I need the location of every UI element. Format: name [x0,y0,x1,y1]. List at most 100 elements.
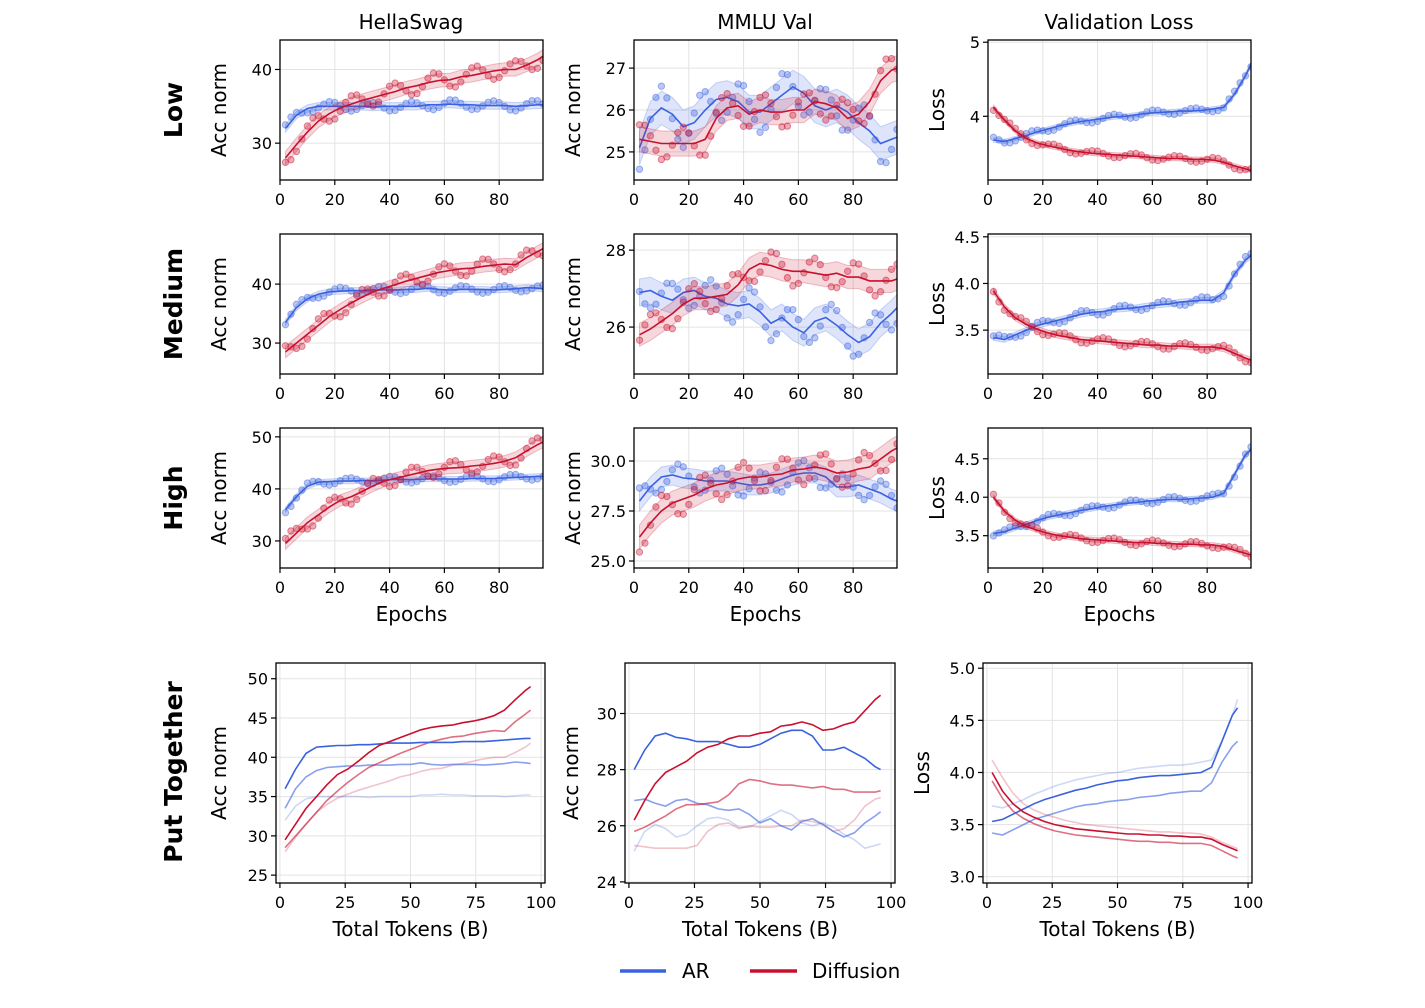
data-point-diffusion [641,539,649,547]
data-point-diffusion [500,67,509,75]
data-point-diffusion [989,490,998,499]
data-point-ar [876,477,885,485]
data-point-ar [833,475,841,483]
data-point-diffusion [314,315,323,323]
subplot-high-validation-loss: 0 20 40 60 80 3.5 4.0 4.5 Loss Epochs [925,427,1252,626]
x-tick-label: 0 [983,384,993,403]
data-point-ar [717,464,726,472]
series-line-ar [993,254,1251,341]
confidence-band-diffusion [993,286,1251,364]
data-point-diffusion [794,279,803,288]
data-point-diffusion [435,470,443,478]
data-point-diffusion [761,486,770,495]
data-point-diffusion [407,91,416,99]
x-tick-label: 100 [526,893,557,912]
data-point-diffusion [446,262,454,270]
x-axis-label: Epochs [376,602,448,626]
data-point-diffusion [761,257,770,265]
data-point-diffusion [772,112,781,121]
data-point-diffusion [657,491,666,500]
data-point-diffusion [794,476,803,484]
y-axis-label: Acc norm [207,63,231,157]
data-point-ar [679,463,688,471]
data-point-ar [805,338,814,347]
data-point-ar [871,483,879,491]
data-point-diffusion [876,288,885,296]
data-point-ar [822,484,830,492]
data-point-diffusion [489,452,498,460]
data-point-ar [533,97,542,105]
x-tick-label: 20 [325,190,345,209]
axes-frame [624,662,896,884]
confidence-band-diffusion [993,493,1251,558]
x-tick-label: 0 [629,578,639,597]
data-point-diffusion [522,246,531,254]
data-point-diffusion [838,95,846,103]
data-point-diffusion [876,66,885,75]
confidence-band-diffusion [639,435,897,551]
x-axis-label: Epochs [730,602,802,626]
data-point-ar [860,496,868,504]
y-tick-label: 3.5 [950,816,975,835]
data-point-diffusion [652,309,660,317]
data-point-diffusion [298,342,306,350]
x-tick-label: 0 [275,893,285,912]
data-point-diffusion [457,271,465,280]
data-point-diffusion [833,475,841,483]
data-point-diffusion [690,485,698,494]
x-tick-label: 20 [679,578,699,597]
y-tick-label: 4.0 [955,488,980,507]
data-point-diffusion [369,102,377,110]
data-point-ar [822,85,830,94]
data-point-ar [652,300,660,308]
data-point-ar [281,320,290,329]
y-tick-label: 28 [597,761,617,780]
data-point-ar [882,480,890,489]
data-point-diffusion [668,324,677,333]
data-point-diffusion [728,270,737,279]
y-axis-label: Acc norm [207,257,231,351]
data-point-ar [489,97,498,105]
data-point-diffusion [674,510,682,518]
plot-area [633,694,882,852]
data-point-diffusion [995,111,1003,120]
data-point-diffusion [843,99,852,107]
data-point-diffusion [767,99,775,108]
data-point-diffusion [281,342,290,350]
data-point-diffusion [827,112,835,120]
data-point-diffusion [674,128,682,137]
series-line-ar-medium [991,740,1239,836]
data-point-diffusion [679,123,688,131]
data-point-diffusion [369,474,377,483]
x-tick-label: 0 [275,384,285,403]
data-point-diffusion [363,479,372,487]
subplot-put-together-hellaswag: 0 25 50 75 100 25 30 35 40 45 50 Acc norm Total Toke… [207,662,557,941]
data-point-diffusion [331,493,339,501]
x-tick-label: 60 [788,190,808,209]
y-tick-label: 4.0 [955,274,980,293]
x-tick-label: 40 [733,578,753,597]
data-point-ar [827,96,835,104]
data-point-diffusion [484,455,492,464]
data-point-ar [701,281,709,290]
x-tick-label: 25 [335,893,355,912]
y-axis-label: Loss [925,88,949,132]
data-point-ar [838,126,846,134]
data-point-diffusion [717,495,726,504]
series-line-ar [284,475,543,511]
data-point-ar [745,284,753,292]
x-tick-label: 75 [815,893,835,912]
data-point-diffusion [440,260,449,268]
data-point-diffusion [347,92,355,100]
data-point-diffusion [871,292,879,300]
data-point-diffusion [385,482,394,491]
data-point-diffusion [391,79,399,87]
axes-frame [633,233,898,375]
data-point-ar [756,128,764,137]
data-point-diffusion [657,155,666,164]
x-tick-label: 60 [788,578,808,597]
x-tick-label: 80 [843,384,863,403]
series-line-ar [638,472,897,502]
data-point-ar [849,352,857,360]
